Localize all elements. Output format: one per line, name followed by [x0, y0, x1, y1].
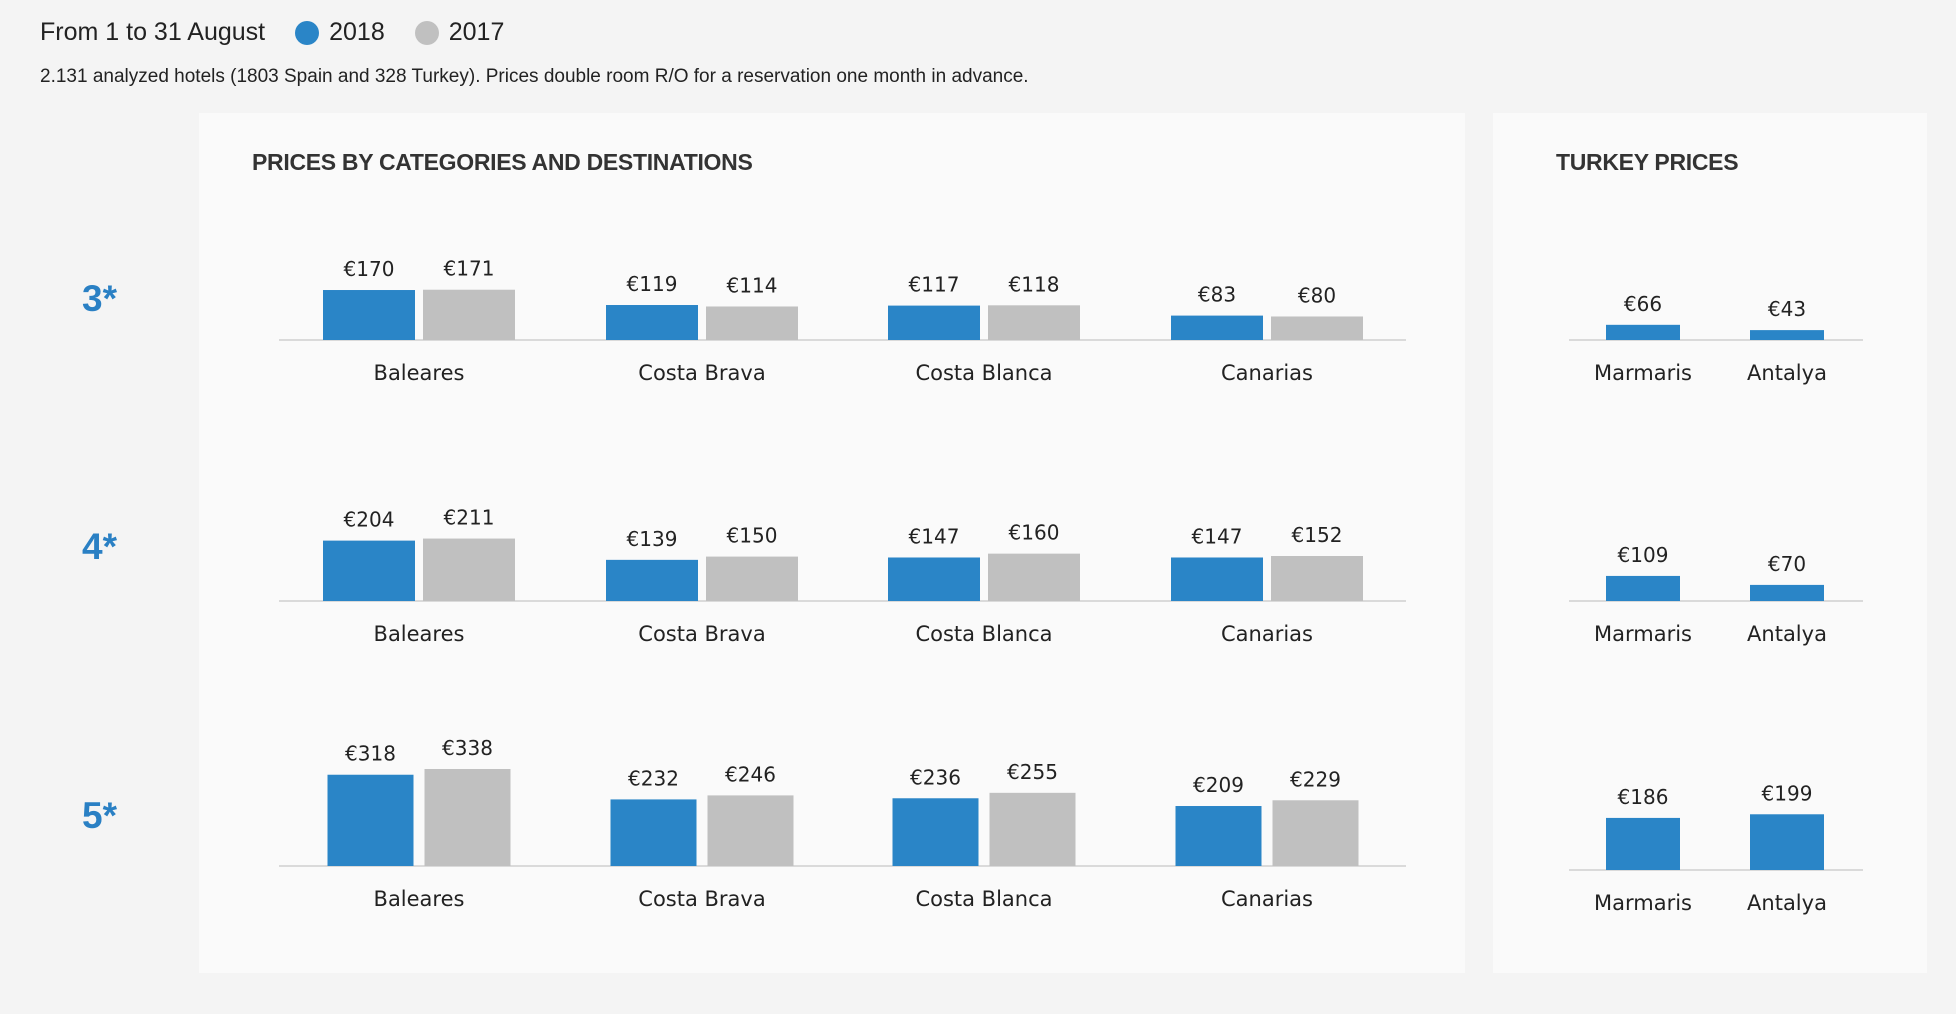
bar-3-star-costa-brava-2018 [606, 305, 698, 340]
turkey-bar-4-star-marmaris [1606, 575, 1680, 601]
bar-label-5-star-costa-blanca-2017: €255 [1007, 760, 1058, 784]
bar-label-3-star-costa-brava-2017: €114 [727, 273, 778, 297]
turkey-bar-label-5-star-antalya: €199 [1762, 781, 1813, 805]
bar-4-star-costa-blanca-2018 [888, 557, 980, 601]
bar-4-star-canarias-2018 [1171, 557, 1263, 601]
bar-5-star-costa-blanca-2018 [892, 798, 979, 866]
bar-label-4-star-costa-blanca-2018: €147 [909, 524, 960, 548]
bar-4-star-costa-brava-2018 [606, 559, 698, 601]
category-tick-5-star-costa-brava: Costa Brava [638, 887, 765, 911]
bar-3-star-costa-blanca-2017 [988, 305, 1080, 340]
turkey-category-tick-4-star-antalya: Antalya [1747, 622, 1827, 646]
bar-label-5-star-canarias-2018: €209 [1193, 773, 1244, 797]
category-label-5-star: 5* [82, 795, 117, 836]
bar-5-star-costa-brava-2018 [610, 799, 697, 866]
bar-4-star-baleares-2017 [423, 538, 515, 601]
period-label: From 1 to 31 August [40, 18, 266, 46]
category-label-4-star: 4* [82, 526, 117, 567]
bar-label-3-star-canarias-2018: €83 [1198, 283, 1236, 307]
bar-3-star-costa-blanca-2018 [888, 305, 980, 340]
main-chart-title: PRICES BY CATEGORIES AND DESTINATIONS [252, 149, 753, 175]
bar-5-star-canarias-2018 [1175, 806, 1262, 866]
bar-3-star-baleares-2017 [423, 289, 515, 340]
category-tick-4-star-canarias: Canarias [1221, 622, 1313, 646]
turkey-category-tick-4-star-marmaris: Marmaris [1594, 622, 1692, 646]
bar-4-star-canarias-2017 [1271, 556, 1363, 601]
turkey-bar-label-4-star-marmaris: €109 [1618, 543, 1669, 567]
bar-5-star-canarias-2017 [1272, 800, 1359, 866]
category-tick-3-star-baleares: Baleares [374, 361, 465, 385]
category-tick-3-star-canarias: Canarias [1221, 361, 1313, 385]
bar-label-3-star-baleares-2018: €170 [344, 257, 395, 281]
legend-item-2017: 2017 [414, 18, 505, 47]
turkey-category-tick-3-star-antalya: Antalya [1747, 361, 1827, 385]
header: From 1 to 31 August 2018 2017 [40, 18, 504, 47]
bar-label-5-star-baleares-2017: €338 [442, 736, 493, 760]
turkey-bar-label-3-star-antalya: €43 [1768, 297, 1806, 321]
turkey-category-tick-5-star-antalya: Antalya [1747, 891, 1827, 915]
bar-label-4-star-costa-brava-2018: €139 [627, 527, 678, 551]
bar-label-4-star-canarias-2017: €152 [1292, 523, 1343, 547]
category-tick-5-star-canarias: Canarias [1221, 887, 1313, 911]
category-label-3-star: 3* [82, 278, 117, 319]
bar-4-star-costa-brava-2017 [706, 556, 798, 601]
legend-label-2018: 2018 [329, 18, 385, 46]
legend-item-2018: 2018 [295, 18, 385, 47]
turkey-bar-label-5-star-marmaris: €186 [1618, 785, 1669, 809]
bar-label-3-star-costa-blanca-2018: €117 [909, 273, 960, 297]
category-tick-4-star-costa-brava: Costa Brava [638, 622, 765, 646]
bar-label-4-star-baleares-2018: €204 [344, 508, 395, 532]
bar-label-4-star-baleares-2017: €211 [444, 506, 495, 530]
category-tick-3-star-costa-blanca: Costa Blanca [915, 361, 1052, 385]
turkey-bar-3-star-marmaris [1606, 324, 1680, 340]
bar-label-5-star-baleares-2018: €318 [345, 742, 396, 766]
legend-label-2017: 2017 [448, 18, 505, 46]
category-tick-4-star-costa-blanca: Costa Blanca [915, 622, 1052, 646]
bar-5-star-baleares-2017 [424, 768, 511, 866]
turkey-bar-5-star-antalya [1750, 814, 1824, 870]
main-chart-panel: PRICES BY CATEGORIES AND DESTINATIONS €1… [199, 113, 1465, 973]
bar-3-star-canarias-2017 [1271, 316, 1363, 340]
bar-3-star-costa-brava-2017 [706, 306, 798, 340]
bar-5-star-costa-brava-2017 [707, 795, 794, 866]
bar-4-star-costa-blanca-2017 [988, 553, 1080, 601]
bar-label-3-star-baleares-2017: €171 [444, 257, 495, 281]
turkey-chart-svg: €66 Marmaris €43 Antalya €109 Marmaris €70 Anta… [1569, 292, 1863, 915]
turkey-bar-label-4-star-antalya: €70 [1768, 552, 1806, 576]
bar-label-3-star-costa-blanca-2017: €118 [1009, 272, 1060, 296]
category-tick-5-star-costa-blanca: Costa Blanca [915, 887, 1052, 911]
category-tick-4-star-baleares: Baleares [374, 622, 465, 646]
bar-3-star-baleares-2018 [323, 290, 415, 340]
main-chart-svg: €170 €171 Baleares €119 €114 Costa Brava €117 €… [279, 257, 1406, 911]
legend-swatch-2017 [414, 20, 439, 45]
bar-4-star-baleares-2018 [323, 540, 415, 601]
turkey-bar-4-star-antalya [1750, 584, 1824, 601]
category-tick-3-star-costa-brava: Costa Brava [638, 361, 765, 385]
bar-label-3-star-canarias-2017: €80 [1298, 283, 1336, 307]
bar-5-star-costa-blanca-2017 [989, 792, 1076, 866]
bar-label-5-star-costa-blanca-2018: €236 [910, 765, 961, 789]
bar-5-star-baleares-2018 [327, 774, 414, 866]
turkey-bar-3-star-antalya [1750, 330, 1824, 340]
category-tick-5-star-baleares: Baleares [374, 887, 465, 911]
bar-label-4-star-costa-brava-2017: €150 [727, 524, 778, 548]
bar-label-4-star-costa-blanca-2017: €160 [1009, 521, 1060, 545]
bar-3-star-canarias-2018 [1171, 315, 1263, 340]
turkey-chart-title: TURKEY PRICES [1556, 149, 1739, 175]
turkey-bar-label-3-star-marmaris: €66 [1624, 292, 1662, 316]
bar-label-4-star-canarias-2018: €147 [1192, 524, 1243, 548]
turkey-category-tick-3-star-marmaris: Marmaris [1594, 361, 1692, 385]
turkey-bar-5-star-marmaris [1606, 817, 1680, 870]
bar-label-5-star-costa-brava-2017: €246 [725, 762, 776, 786]
bar-label-5-star-canarias-2017: €229 [1290, 767, 1341, 791]
turkey-category-tick-5-star-marmaris: Marmaris [1594, 891, 1692, 915]
legend-swatch-2018 [295, 20, 320, 45]
bar-label-5-star-costa-brava-2018: €232 [628, 766, 679, 790]
turkey-chart-panel: TURKEY PRICES €66 Marmaris €43 Antalya €109 M… [1493, 113, 1927, 973]
bar-label-3-star-costa-brava-2018: €119 [627, 272, 678, 296]
subtitle: 2.131 analyzed hotels (1803 Spain and 32… [40, 66, 1029, 87]
